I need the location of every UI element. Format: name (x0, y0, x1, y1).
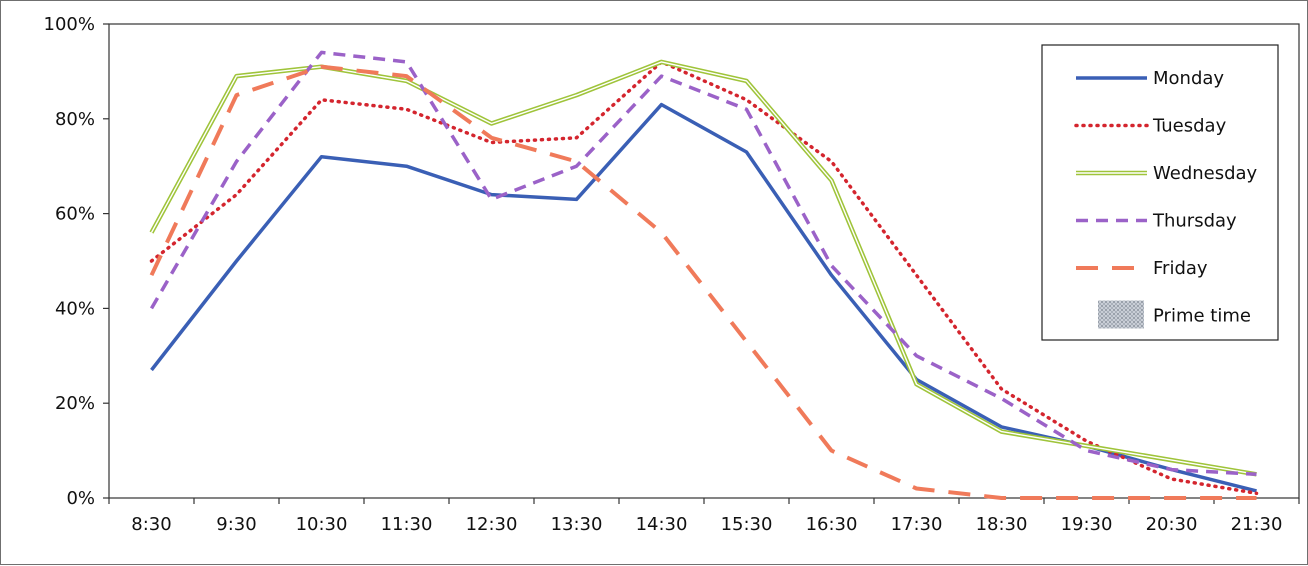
data-point-wednesday (1170, 458, 1174, 462)
data-point-monday (830, 273, 834, 277)
data-point-wednesday (830, 178, 834, 182)
y-tick-label: 80% (55, 109, 95, 130)
data-point-monday (660, 103, 664, 107)
x-tick-label: 20:30 (1146, 514, 1198, 535)
data-point-monday (235, 259, 239, 263)
data-point-tuesday (830, 159, 834, 163)
data-point-thursday (1255, 472, 1259, 476)
axes: 0% 20% 40% 60% 80% 100% 8:30 9:30 10:30 11:30 12:3… (44, 14, 1300, 535)
series-line-friday (149, 64, 1257, 500)
data-point-wednesday (745, 79, 749, 83)
data-point-thursday (915, 354, 919, 358)
x-tick-label: 16:30 (806, 514, 858, 535)
data-point-monday (150, 368, 154, 372)
data-point-thursday (830, 264, 834, 268)
data-point-friday (915, 487, 919, 491)
data-point-thursday (745, 107, 749, 111)
x-tick-label: 17:30 (891, 514, 943, 535)
data-point-thursday (405, 60, 409, 64)
data-point-thursday (490, 197, 494, 201)
data-point-friday (235, 93, 239, 97)
data-point-monday (405, 164, 409, 168)
legend-box (1041, 44, 1279, 341)
data-point-thursday (1170, 468, 1174, 472)
data-point-thursday (235, 159, 239, 163)
data-point-wednesday (575, 93, 579, 97)
data-point-wednesday (235, 74, 239, 78)
data-point-friday (1170, 496, 1174, 500)
legend-swatch-prime-time (1098, 300, 1144, 329)
data-point-tuesday (1255, 491, 1259, 495)
x-tick-label: 10:30 (296, 514, 348, 535)
legend-label-thursday: Thursday (1152, 211, 1237, 232)
data-point-tuesday (1170, 477, 1174, 481)
data-point-friday (575, 159, 579, 163)
y-tick-label: 60% (55, 204, 95, 225)
data-point-friday (150, 273, 154, 277)
data-point-friday (1255, 496, 1259, 500)
data-point-wednesday (915, 382, 919, 386)
data-point-tuesday (1000, 387, 1004, 391)
data-point-thursday (575, 164, 579, 168)
y-tick-label: 40% (55, 298, 95, 319)
legend-label-wednesday: Wednesday (1153, 163, 1258, 184)
data-point-tuesday (150, 259, 154, 263)
data-point-monday (320, 155, 324, 159)
data-point-thursday (320, 50, 324, 54)
series-thursday (149, 50, 1259, 477)
x-tick-label: 9:30 (216, 514, 256, 535)
data-point-thursday (1000, 396, 1004, 400)
x-tick-label: 12:30 (466, 514, 518, 535)
data-point-monday (575, 197, 579, 201)
data-point-monday (745, 150, 749, 154)
data-point-friday (490, 136, 494, 140)
data-point-tuesday (575, 136, 579, 140)
data-point-wednesday (1085, 444, 1089, 448)
data-point-tuesday (745, 98, 749, 102)
legend-label-prime-time: Prime time (1153, 306, 1251, 327)
data-point-tuesday (405, 107, 409, 111)
data-point-tuesday (320, 98, 324, 102)
x-tick-label: 19:30 (1061, 514, 1113, 535)
data-point-friday (320, 65, 324, 69)
y-tick-label: 20% (55, 393, 95, 414)
data-point-wednesday (660, 60, 664, 64)
data-point-friday (1000, 496, 1004, 500)
data-point-friday (1085, 496, 1089, 500)
data-point-friday (405, 74, 409, 78)
series-line-tuesday (149, 60, 1259, 496)
series-lines (149, 50, 1259, 500)
data-point-tuesday (235, 193, 239, 197)
data-point-wednesday (150, 231, 154, 235)
legend: Monday Tuesday Wednesday Thursday Friday Prim… (1041, 44, 1279, 341)
data-point-thursday (660, 74, 664, 78)
x-tick-label: 11:30 (381, 514, 433, 535)
legend-label-tuesday: Tuesday (1152, 116, 1227, 137)
y-tick-label: 0% (66, 488, 95, 509)
series-tuesday (149, 60, 1259, 496)
x-tick-label: 8:30 (131, 514, 171, 535)
series-line-thursday (149, 50, 1257, 477)
x-tick-label: 13:30 (551, 514, 603, 535)
data-point-tuesday (490, 141, 494, 145)
data-point-thursday (150, 306, 154, 310)
data-point-wednesday (1000, 430, 1004, 434)
x-tick-label: 14:30 (636, 514, 688, 535)
series-friday (149, 64, 1259, 500)
data-point-tuesday (1085, 439, 1089, 443)
x-tick-label: 15:30 (721, 514, 773, 535)
x-tick-label: 18:30 (976, 514, 1028, 535)
legend-label-friday: Friday (1153, 258, 1208, 279)
legend-label-monday: Monday (1153, 68, 1224, 89)
data-point-friday (660, 231, 664, 235)
data-point-friday (745, 340, 749, 344)
y-tick-label: 100% (44, 14, 95, 35)
data-point-tuesday (915, 273, 919, 277)
data-point-thursday (1085, 449, 1089, 453)
x-tick-label: 21:30 (1231, 514, 1283, 535)
data-point-friday (830, 449, 834, 453)
data-point-wednesday (490, 122, 494, 126)
